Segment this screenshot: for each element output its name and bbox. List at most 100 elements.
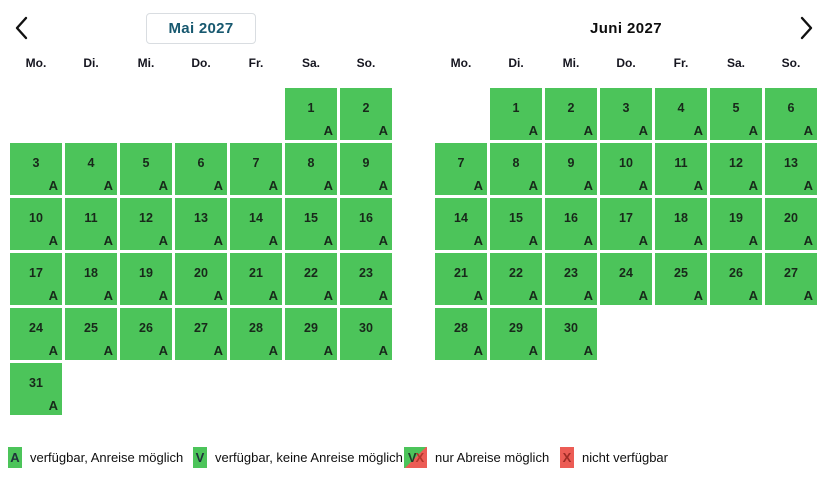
day-number: 27: [194, 321, 208, 335]
day-number: 4: [87, 156, 95, 170]
availability-marker: A: [48, 398, 58, 413]
next-month-button[interactable]: [792, 14, 820, 44]
day-cell[interactable]: 27 A: [765, 253, 817, 305]
day-number: 11: [674, 156, 688, 170]
day-cell[interactable]: 17 A: [10, 253, 62, 305]
day-cell[interactable]: 12 A: [710, 143, 762, 195]
availability-marker: A: [158, 233, 168, 248]
day-cell[interactable]: 14 A: [435, 198, 487, 250]
day-cell[interactable]: 23 A: [545, 253, 597, 305]
day-cell[interactable]: 27 A: [175, 308, 227, 360]
day-cell[interactable]: 16 A: [340, 198, 392, 250]
availability-marker: A: [158, 178, 168, 193]
day-cell[interactable]: 18 A: [65, 253, 117, 305]
day-cell[interactable]: 26 A: [710, 253, 762, 305]
day-cell[interactable]: 28 A: [230, 308, 282, 360]
day-cell[interactable]: 22 A: [490, 253, 542, 305]
day-cell[interactable]: 25 A: [65, 308, 117, 360]
day-cell[interactable]: 13 A: [765, 143, 817, 195]
day-cell[interactable]: 26 A: [120, 308, 172, 360]
day-cell[interactable]: 11 A: [65, 198, 117, 250]
day-cell[interactable]: 22 A: [285, 253, 337, 305]
availability-marker: A: [103, 288, 113, 303]
availability-marker: A: [528, 178, 538, 193]
availability-marker: A: [213, 343, 223, 358]
availability-marker: A: [48, 178, 58, 193]
availability-marker: A: [638, 178, 648, 193]
day-cell[interactable]: 24 A: [10, 308, 62, 360]
day-number: 5: [142, 156, 150, 170]
day-number: 12: [139, 211, 153, 225]
day-cell[interactable]: 17 A: [600, 198, 652, 250]
day-number: 9: [567, 156, 575, 170]
availability-marker: A: [48, 343, 58, 358]
day-cell[interactable]: 11 A: [655, 143, 707, 195]
previous-month-button[interactable]: [8, 14, 36, 44]
weekday-row: Mo. Di. Mi. Do. Fr. Sa. So.: [10, 54, 392, 72]
availability-marker: A: [48, 288, 58, 303]
day-number: 27: [784, 266, 798, 280]
day-cell[interactable]: 24 A: [600, 253, 652, 305]
day-cell[interactable]: 28 A: [435, 308, 487, 360]
day-cell[interactable]: 20 A: [765, 198, 817, 250]
day-cell[interactable]: 21 A: [230, 253, 282, 305]
day-cell[interactable]: 10 A: [10, 198, 62, 250]
day-cell[interactable]: 29 A: [490, 308, 542, 360]
day-cell[interactable]: 21 A: [435, 253, 487, 305]
day-cell[interactable]: 14 A: [230, 198, 282, 250]
day-cell[interactable]: 15 A: [285, 198, 337, 250]
day-cell[interactable]: 16 A: [545, 198, 597, 250]
day-cell[interactable]: 10 A: [600, 143, 652, 195]
availability-marker: A: [323, 123, 333, 138]
day-number: 2: [362, 101, 370, 115]
weekday-label: Do.: [616, 56, 636, 70]
day-cell[interactable]: 30 A: [545, 308, 597, 360]
day-cell[interactable]: 13 A: [175, 198, 227, 250]
day-cell[interactable]: 18 A: [655, 198, 707, 250]
day-cell[interactable]: 19 A: [120, 253, 172, 305]
day-cell[interactable]: 30 A: [340, 308, 392, 360]
day-number: 9: [362, 156, 370, 170]
day-number: 24: [29, 321, 43, 335]
day-cell[interactable]: 29 A: [285, 308, 337, 360]
calendar-grid: 1 A 2 A 3 A 4 A 5 A 6 A 7 A 8 A 9 A 10 A 11 A 12 A 13 A 14 A 15 A 16 A 1…: [435, 88, 817, 360]
day-cell[interactable]: 31 A: [10, 363, 62, 415]
day-cell[interactable]: 20 A: [175, 253, 227, 305]
availability-marker: A: [803, 178, 813, 193]
day-cell[interactable]: 23 A: [340, 253, 392, 305]
day-cell[interactable]: 25 A: [655, 253, 707, 305]
availability-marker: A: [638, 233, 648, 248]
day-number: 7: [457, 156, 465, 170]
day-number: 5: [732, 101, 740, 115]
month-button-mai-2027[interactable]: Mai 2027: [145, 12, 257, 44]
day-cell[interactable]: 15 A: [490, 198, 542, 250]
day-cell[interactable]: 19 A: [710, 198, 762, 250]
weekday-label: Mo.: [25, 56, 47, 70]
availability-marker: A: [583, 288, 593, 303]
availability-marker: A: [748, 233, 758, 248]
day-number: 3: [622, 101, 630, 115]
day-number: 18: [674, 211, 688, 225]
day-cell[interactable]: 12 A: [120, 198, 172, 250]
day-number: 11: [84, 211, 98, 225]
